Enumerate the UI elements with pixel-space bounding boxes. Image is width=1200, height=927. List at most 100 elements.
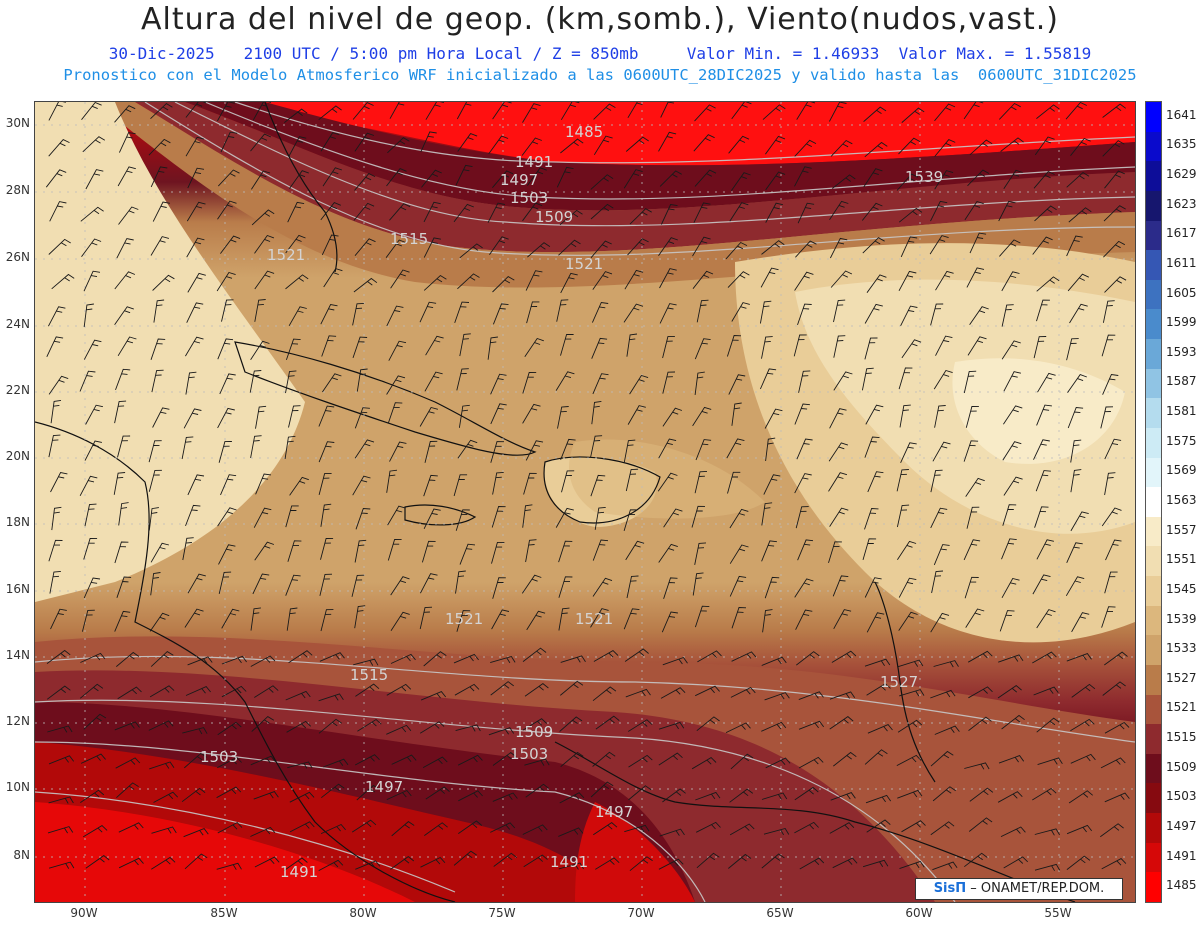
wind-barb bbox=[965, 405, 979, 428]
wind-barb bbox=[80, 652, 106, 663]
wind-barb bbox=[657, 472, 678, 492]
wind-barb bbox=[283, 857, 308, 871]
contour-label: 1503 bbox=[510, 189, 548, 207]
wind-barb bbox=[969, 306, 989, 326]
wind-barb bbox=[863, 168, 883, 188]
wind-barb bbox=[935, 270, 954, 291]
wind-barb bbox=[862, 237, 885, 254]
wind-barb bbox=[590, 608, 609, 628]
wind-barb bbox=[998, 200, 1016, 222]
wind-barb bbox=[831, 650, 857, 663]
wind-barb bbox=[968, 716, 992, 731]
wind-barb bbox=[930, 303, 944, 326]
wind-barb bbox=[830, 139, 853, 157]
wind-barb bbox=[828, 541, 842, 564]
wind-barb bbox=[454, 301, 470, 324]
wind-barb bbox=[728, 374, 746, 395]
wind-barb bbox=[862, 859, 889, 868]
wind-barb bbox=[525, 270, 543, 291]
wind-barb bbox=[864, 141, 888, 158]
wind-barb bbox=[151, 369, 164, 393]
color-scale-label: 1611 bbox=[1166, 255, 1197, 270]
wind-barb bbox=[288, 650, 313, 664]
wind-barb bbox=[731, 402, 742, 426]
wind-barb bbox=[864, 436, 880, 458]
wind-barb bbox=[390, 653, 416, 664]
wind-barb bbox=[456, 610, 471, 632]
wind-barb bbox=[997, 791, 1023, 803]
wind-barb bbox=[555, 507, 574, 528]
wind-barb bbox=[523, 472, 537, 495]
wind-barb bbox=[1034, 205, 1057, 222]
color-scale-label: 1485 bbox=[1166, 878, 1197, 893]
wind-barb bbox=[590, 240, 612, 259]
model-info-line: Pronostico con el Modelo Atmosferico WRF… bbox=[63, 66, 1137, 84]
wind-barb bbox=[459, 543, 476, 565]
wind-barb bbox=[730, 687, 756, 698]
wind-barb bbox=[423, 237, 441, 258]
wind-barb bbox=[798, 691, 824, 701]
wind-barb bbox=[625, 136, 649, 152]
wind-barb bbox=[934, 725, 960, 735]
wind-barb bbox=[459, 243, 483, 259]
wind-barb bbox=[218, 571, 232, 594]
wind-barb bbox=[149, 761, 175, 770]
wind-barb bbox=[456, 102, 472, 120]
wind-barb bbox=[794, 821, 819, 834]
wind-barb bbox=[629, 856, 653, 872]
wind-barb bbox=[761, 240, 785, 255]
wind-barb bbox=[731, 651, 757, 662]
wind-barb bbox=[1102, 374, 1119, 395]
wind-barb bbox=[965, 477, 985, 497]
wind-barb bbox=[150, 236, 170, 256]
wind-barb bbox=[488, 135, 509, 155]
wind-barb bbox=[691, 757, 717, 770]
wind-barb bbox=[595, 715, 620, 730]
color-scale-label: 1635 bbox=[1166, 137, 1197, 152]
wind-barb bbox=[522, 824, 548, 835]
wind-barb bbox=[963, 102, 984, 120]
wind-barb bbox=[250, 607, 261, 631]
wind-barb bbox=[217, 200, 237, 220]
wind-barb bbox=[728, 135, 750, 154]
wind-barb bbox=[114, 610, 131, 632]
wind-barb bbox=[696, 852, 720, 869]
color-scale-label: 1509 bbox=[1166, 759, 1197, 774]
wind-barb bbox=[662, 656, 688, 666]
wind-barb bbox=[931, 570, 944, 594]
contour-label: 1521 bbox=[575, 610, 613, 628]
wind-barb bbox=[933, 369, 953, 390]
wind-barb bbox=[289, 170, 309, 189]
wind-barb bbox=[220, 474, 237, 496]
wind-barb bbox=[896, 754, 922, 766]
wind-barb bbox=[964, 576, 979, 599]
contour-label: 1503 bbox=[510, 745, 548, 763]
wind-barb bbox=[864, 337, 878, 360]
wind-barb bbox=[182, 727, 208, 735]
wind-barb bbox=[592, 373, 609, 395]
wind-barb bbox=[389, 441, 407, 462]
wind-barb bbox=[1000, 137, 1024, 152]
wind-barb bbox=[829, 200, 849, 220]
wind-barb bbox=[1068, 207, 1092, 223]
wind-barb bbox=[623, 608, 640, 630]
wind-barb bbox=[829, 237, 848, 259]
wind-barb bbox=[1037, 757, 1063, 766]
wind-barb bbox=[522, 718, 548, 731]
wind-barb bbox=[51, 506, 62, 531]
wind-barb bbox=[490, 822, 516, 833]
wind-barb bbox=[321, 783, 345, 799]
wind-barb bbox=[593, 135, 613, 156]
wind-barb bbox=[930, 469, 943, 493]
wind-barb bbox=[558, 607, 570, 631]
wind-barb bbox=[49, 201, 67, 222]
wind-barb bbox=[898, 137, 921, 155]
wind-barb bbox=[84, 440, 102, 461]
wind-barb bbox=[425, 335, 444, 356]
wind-barb bbox=[865, 404, 884, 425]
wind-barb bbox=[187, 573, 206, 594]
wind-barb bbox=[1069, 303, 1088, 324]
wind-barb bbox=[763, 827, 790, 836]
wind-barb bbox=[250, 826, 276, 837]
wind-barb bbox=[997, 685, 1022, 699]
